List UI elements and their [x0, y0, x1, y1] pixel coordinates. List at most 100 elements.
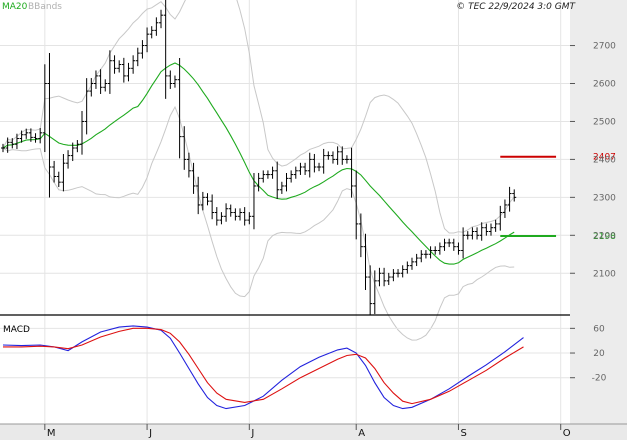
price-bar-110 — [512, 189, 517, 202]
price-bar-80 — [372, 270, 377, 315]
price-bar-25 — [117, 60, 122, 73]
price-bar-59 — [275, 161, 280, 199]
price-bar-26 — [121, 57, 126, 83]
macd-series-signal — [3, 327, 524, 405]
macd-tick-label-1: 20 — [593, 349, 605, 359]
price-tick-label-2400: 2400 — [593, 155, 616, 165]
price-bar-5 — [24, 128, 29, 139]
price-bar-32 — [149, 26, 154, 39]
price-bar-37 — [172, 75, 177, 88]
price-bar-46 — [214, 207, 219, 226]
price-tick-label-2300: 2300 — [593, 193, 616, 203]
price-bar-87 — [405, 261, 410, 274]
price-bar-50 — [233, 208, 238, 221]
price-bar-41 — [191, 162, 196, 194]
price-bar-10 — [47, 53, 52, 198]
price-bar-12 — [56, 171, 61, 187]
macd-tick-label-2: -20 — [592, 374, 607, 384]
price-bar-101 — [470, 227, 475, 240]
month-label-3: A — [358, 428, 365, 439]
price-bar-8 — [38, 128, 43, 144]
price-bar-93 — [433, 246, 438, 255]
price-bar-77 — [358, 213, 363, 258]
month-label-5: O — [563, 428, 571, 439]
price-bar-54 — [251, 173, 256, 230]
price-bars — [1, 0, 517, 316]
month-label-4: S — [460, 428, 466, 439]
price-bar-40 — [186, 152, 191, 178]
price-bar-42 — [196, 176, 201, 215]
price-bar-100 — [465, 231, 470, 240]
price-bar-28 — [131, 55, 136, 74]
price-bar-94 — [437, 242, 442, 255]
price-bar-67 — [312, 153, 317, 173]
price-bar-16 — [75, 140, 80, 153]
price-bar-86 — [400, 265, 405, 278]
price-bar-21 — [98, 69, 103, 94]
macd-tick-label-0: 60 — [593, 324, 605, 334]
price-bar-64 — [298, 162, 303, 175]
price-bar-81 — [377, 267, 382, 287]
legend-bbands: BBands — [28, 2, 62, 12]
price-bar-96 — [447, 238, 452, 248]
price-bar-33 — [154, 17, 159, 36]
price-bar-45 — [210, 194, 215, 220]
price-bar-34 — [159, 9, 164, 29]
price-bar-74 — [344, 155, 349, 164]
price-bar-70 — [326, 151, 331, 160]
price-bar-19 — [89, 78, 94, 97]
price-bar-103 — [479, 222, 484, 241]
price-axis-ticks: 2100 2200 2300 2400 2500 2600 2700 — [570, 42, 616, 279]
price-bar-2 — [10, 138, 15, 149]
price-bar-11 — [52, 160, 57, 183]
macd-axis-ticks: 60 20 -20 — [570, 324, 607, 384]
price-bar-53 — [247, 212, 252, 225]
price-bar-82 — [382, 267, 387, 287]
price-bar-88 — [409, 257, 414, 270]
price-bar-18 — [84, 78, 89, 135]
price-bar-76 — [354, 170, 359, 240]
price-bar-104 — [484, 223, 489, 236]
price-axis-panel — [570, 0, 627, 424]
resistance-label: 2407 — [593, 153, 616, 163]
price-bar-106 — [493, 219, 498, 232]
price-bar-99 — [461, 227, 466, 259]
price-bar-47 — [219, 212, 224, 225]
price-bar-97 — [451, 238, 456, 251]
support-label: 2198 — [593, 232, 616, 242]
price-bar-78 — [363, 233, 368, 290]
price-bar-63 — [293, 166, 298, 179]
price-tick-label-2600: 2600 — [593, 79, 616, 89]
price-bar-69 — [321, 148, 326, 174]
price-bar-7 — [33, 133, 38, 143]
price-bar-109 — [507, 186, 512, 212]
price-bar-30 — [140, 40, 145, 59]
price-bar-0 — [1, 143, 5, 153]
copyright-text: © TEC 22/9/2024 3:0 GMT — [456, 2, 576, 12]
price-bar-107 — [498, 205, 503, 231]
price-bar-17 — [80, 111, 85, 155]
price-bar-105 — [488, 223, 493, 236]
price-bar-57 — [265, 170, 270, 179]
price-bar-66 — [307, 152, 312, 178]
price-bar-75 — [349, 147, 354, 198]
price-bar-29 — [135, 47, 140, 67]
price-bar-71 — [330, 151, 335, 164]
price-bar-36 — [168, 70, 173, 89]
price-tick-label-2100: 2100 — [593, 269, 616, 279]
price-bar-31 — [145, 27, 150, 53]
price-bar-43 — [200, 191, 205, 211]
price-bar-85 — [396, 269, 401, 278]
price-bar-15 — [70, 142, 75, 162]
price-bar-108 — [502, 199, 507, 218]
price-bar-3 — [14, 133, 19, 150]
price-bar-98 — [456, 242, 461, 255]
price-bar-89 — [414, 253, 419, 267]
price-bar-52 — [242, 207, 247, 226]
price-bar-14 — [66, 150, 71, 169]
bband-lower — [2, 105, 515, 341]
price-levels: 2407 2198 — [500, 153, 616, 242]
